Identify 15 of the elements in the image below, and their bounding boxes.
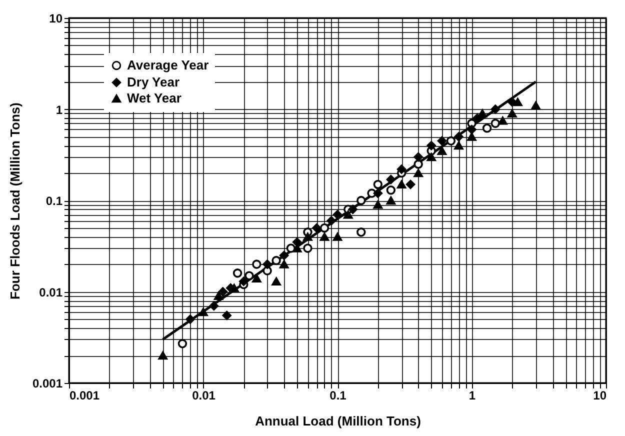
x-tick-label: 0.001 [70,388,100,402]
y-axis-title: Four Floods Load (Million Tons) [7,102,22,300]
legend-label: Average Year [127,58,209,72]
legend-label: Wet Year [127,90,182,106]
y-tick-label: 0.1 [46,194,63,208]
x-tick-label: 1 [468,388,476,402]
x-tick-label: 10 [593,388,607,402]
y-tick-label: 1 [56,102,63,117]
x-tick-label: 0.01 [192,388,216,402]
x-axis-title: Annual Load (Million Tons) [255,414,421,428]
y-tick-label: 0.01 [39,285,63,300]
y-tick-label: 10 [49,12,63,26]
x-tick-label: 0.1 [330,388,347,402]
legend-label: Dry Year [127,74,180,90]
y-tick-label: 0.001 [32,376,63,390]
